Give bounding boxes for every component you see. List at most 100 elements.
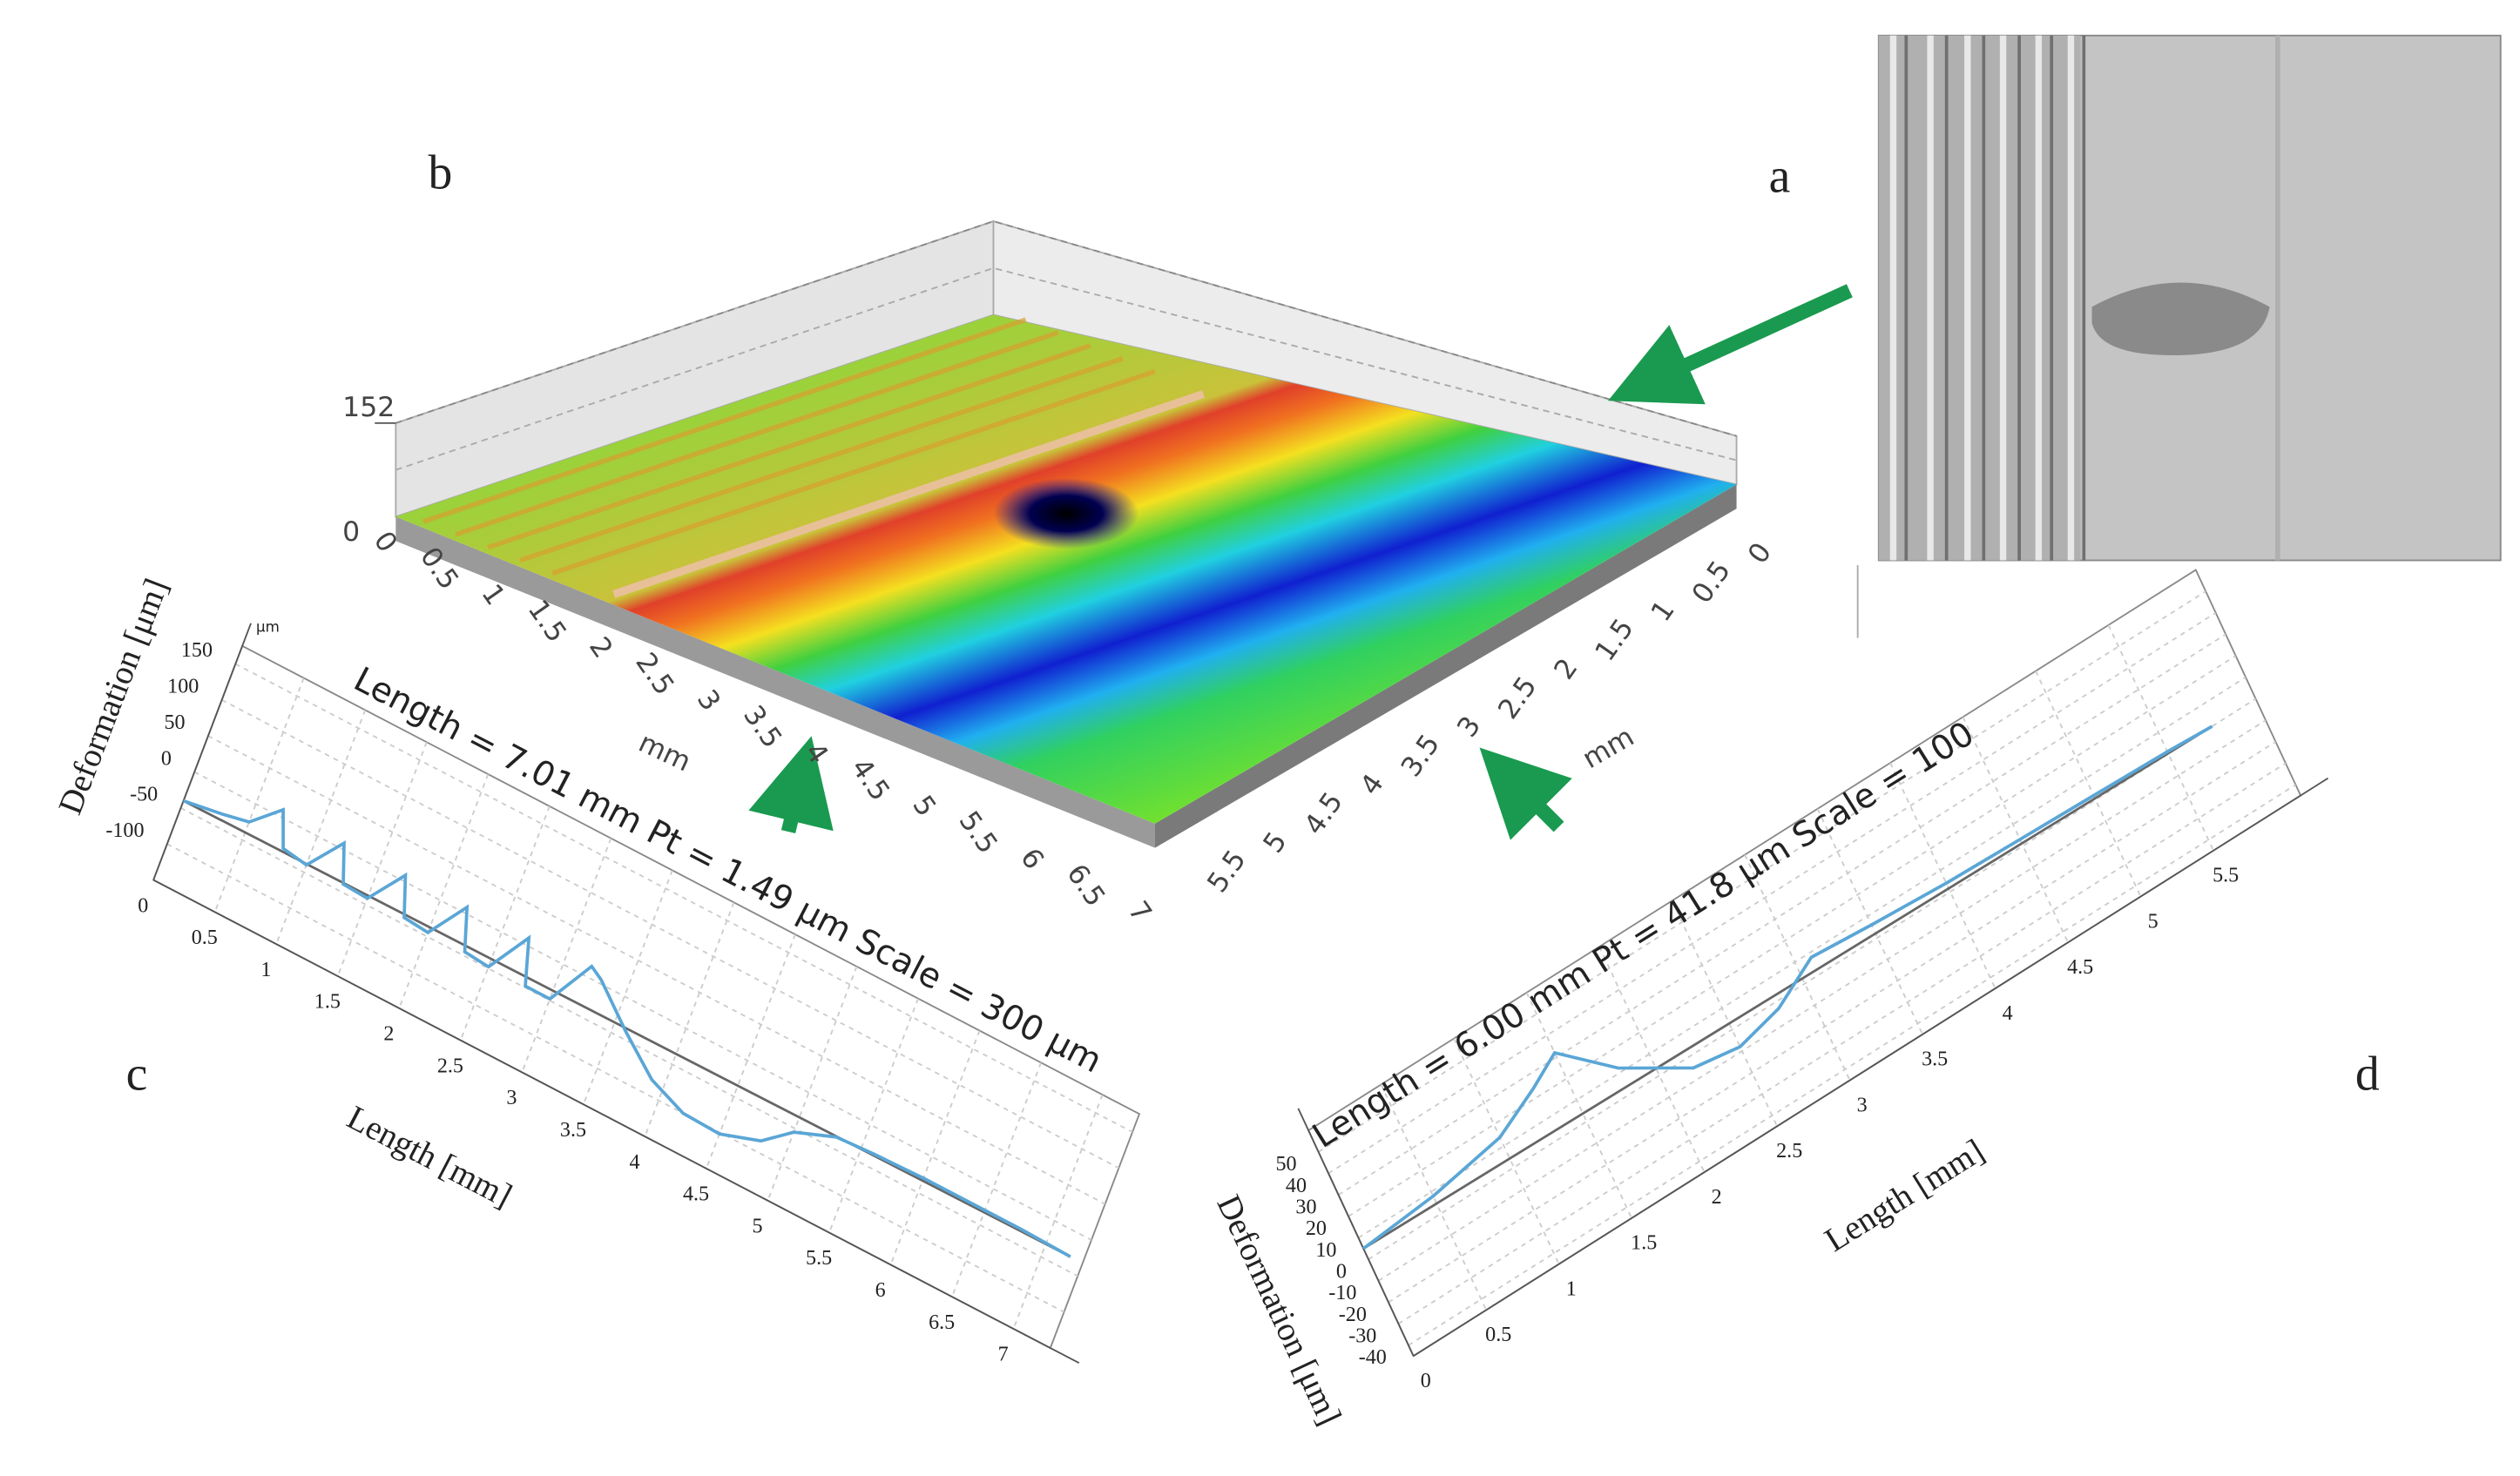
grid-line [1744, 854, 1851, 1081]
surface-tick-label: 6 [1014, 843, 1050, 875]
surface-tick-label: 2.5 [1492, 671, 1543, 725]
x-tick-label: 1.5 [1631, 1232, 1657, 1255]
surface-tick-label: 5 [906, 790, 942, 822]
x-axis-label: Length [mm] [1818, 1132, 1990, 1259]
x-tick-label: 2.5 [437, 1055, 463, 1077]
x-tick-label: 4 [2003, 1002, 2013, 1025]
y-axis-label: Deformation [μm] [51, 574, 176, 819]
x-tick-label: 5 [2148, 910, 2159, 933]
axis-unit: mm [1578, 721, 1639, 775]
surface-tick-label: 3 [1451, 711, 1487, 743]
y-tick-label: 0 [161, 747, 172, 770]
grid-line [951, 1062, 1042, 1297]
x-tick-label: 4.5 [683, 1183, 709, 1206]
x-tick-label: 5 [753, 1215, 763, 1237]
x-tick-label: 5.5 [806, 1247, 832, 1270]
y-axis [152, 623, 252, 880]
plot-area [1307, 569, 2302, 1358]
reference-line [183, 799, 1071, 1258]
grid-line [275, 710, 367, 945]
grid-line [521, 838, 612, 1073]
x-tick-label: 3.5 [560, 1119, 586, 1142]
grid-line [221, 698, 1119, 1169]
x-tick-label: 3 [1857, 1094, 1868, 1116]
arrows [748, 284, 1853, 840]
grid-line [1358, 677, 2246, 1239]
surface-tick-label: 3 [691, 684, 726, 717]
panel-label: b [428, 146, 452, 200]
surface-tick-label: 3.5 [1395, 729, 1446, 783]
grid-line [1671, 900, 1778, 1127]
x-tick-label: 0.5 [192, 927, 218, 949]
x-tick-label: 1.5 [314, 991, 341, 1014]
y-tick-label: 50 [165, 711, 186, 734]
y-tick-label: 0 [1336, 1261, 1347, 1284]
y-tick-label: 30 [1295, 1196, 1316, 1219]
y-tick-label: 40 [1286, 1175, 1307, 1197]
y-tick-label: 10 [1315, 1239, 1336, 1262]
micrograph [1877, 34, 2502, 562]
surface-tick-label: 5 [1258, 826, 1294, 859]
y-tick-label: 150 [181, 639, 213, 662]
grid-line [1377, 719, 2267, 1282]
grid-line [1348, 655, 2237, 1217]
y-tick-label: 50 [1275, 1153, 1296, 1176]
surface-tick-label: 2 [1549, 653, 1584, 685]
grid-line [1453, 1038, 1560, 1265]
grid-line [706, 933, 796, 1169]
surface-tick-label: 4.5 [1299, 787, 1349, 841]
grid-line [166, 843, 1064, 1313]
y-tick-label: 100 [167, 676, 199, 698]
grid-line [1408, 784, 2296, 1346]
x-tick-label: 0 [138, 894, 148, 917]
surface-tick-label: 4 [1355, 769, 1390, 801]
surface-tick-label: 2.5 [629, 647, 679, 701]
grid-line [1388, 741, 2277, 1304]
data-line [183, 799, 1071, 1258]
z-max-label: 152 [342, 392, 395, 423]
surface-tick-label: 4.5 [845, 753, 895, 807]
x-axis [152, 879, 1080, 1365]
x-tick-label: 0.5 [1485, 1324, 1511, 1346]
y-tick-label: -30 [1348, 1325, 1376, 1348]
surface-tick-label: 3.5 [737, 700, 787, 754]
surface-tick-label: 7 [1122, 896, 1158, 928]
x-tick-label: 7 [998, 1344, 1009, 1366]
surface-tick-label: 4 [799, 738, 834, 770]
grid-line [1962, 716, 2069, 943]
grid-line [213, 677, 305, 913]
grid-line [459, 805, 551, 1041]
x-tick-label: 0 [1421, 1370, 1431, 1392]
surface-tick-label: 2 [583, 631, 618, 664]
grid-line [828, 998, 919, 1233]
y-tick-label: -40 [1359, 1346, 1387, 1369]
surface-tick-label: 1 [1645, 595, 1681, 627]
surface-tick-label: 5.5 [953, 805, 1003, 859]
x-tick-label: 2 [1712, 1186, 1722, 1209]
grid-line [767, 966, 858, 1202]
data-line [1362, 725, 2213, 1250]
y-unit: μm [256, 618, 280, 635]
x-tick-label: 5.5 [2213, 865, 2239, 887]
grid-line [180, 807, 1078, 1277]
x-axis [1413, 777, 2329, 1357]
grid-line [1318, 590, 2206, 1153]
z-min-label: 0 [342, 516, 360, 548]
y-tick-label: -100 [105, 819, 144, 842]
grid-line [207, 735, 1106, 1205]
surface-tick-label: 5.5 [1201, 845, 1252, 899]
y-tick-label: 20 [1306, 1217, 1327, 1240]
x-tick-label: 3 [506, 1087, 517, 1109]
grid-line [1368, 698, 2257, 1260]
grid-line [2107, 624, 2214, 852]
grid-line [1338, 633, 2226, 1196]
x-tick-label: 6.5 [929, 1311, 955, 1334]
y-axis-label: Deformation [μm] [1209, 1190, 1348, 1431]
panel-label: d [2355, 1048, 2380, 1102]
x-axis-label: Length [mm] [341, 1099, 518, 1216]
x-tick-label: 4 [629, 1151, 639, 1174]
x-tick-label: 2.5 [1776, 1140, 1802, 1163]
surface-plot [375, 219, 1738, 848]
x-tick-label: 3.5 [1922, 1048, 1948, 1071]
grid-line [1816, 808, 1923, 1035]
